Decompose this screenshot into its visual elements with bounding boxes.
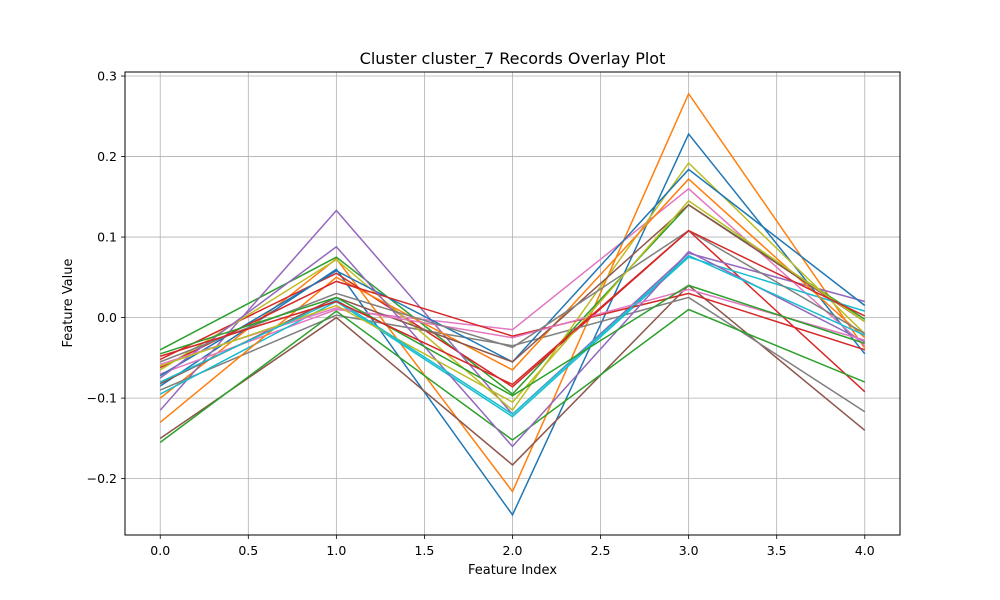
x-tick-label: 2.0: [503, 543, 523, 558]
series-line-21: [159, 284, 866, 397]
x-tick-label: 1.0: [326, 543, 346, 558]
y-tick-label: 0.2: [97, 149, 117, 164]
series-line-20: [159, 254, 866, 416]
x-tick-label: 2.5: [591, 543, 611, 558]
series-line-22: [160, 229, 866, 386]
x-tick-label: 0.0: [150, 543, 170, 558]
x-tick-label: 1.5: [414, 543, 434, 558]
axis-ticks: 0.0 0.5 1.0 1.5 2.0 2.5 3.0 3.5 4.0 −0.2 −0.1 0.0 0.…: [87, 69, 875, 558]
series-line-4: [159, 229, 866, 393]
series-line-1: [159, 132, 866, 517]
y-tick-label: −0.2: [87, 471, 117, 486]
x-tick-label: 3.0: [679, 543, 699, 558]
series-line-13: [159, 308, 866, 444]
x-tick-label: 4.0: [855, 543, 875, 558]
series-lines: [159, 92, 866, 517]
y-tick-label: 0.0: [97, 310, 117, 325]
y-axis-label: Feature Value: [61, 259, 76, 348]
y-tick-label: 0.1: [97, 230, 117, 245]
y-tick-label: −0.1: [87, 391, 117, 406]
y-tick-label: 0.3: [97, 69, 117, 84]
series-line-19: [159, 199, 866, 404]
series-line-14: [159, 280, 866, 369]
x-tick-label: 3.5: [767, 543, 787, 558]
chart-title: Cluster cluster_7 Records Overlay Plot: [360, 49, 666, 69]
series-line-9: [159, 161, 866, 412]
x-axis-label: Feature Index: [468, 563, 557, 578]
x-tick-label: 0.5: [238, 543, 258, 558]
series-line-10: [159, 256, 865, 418]
series-line-8: [159, 296, 866, 413]
